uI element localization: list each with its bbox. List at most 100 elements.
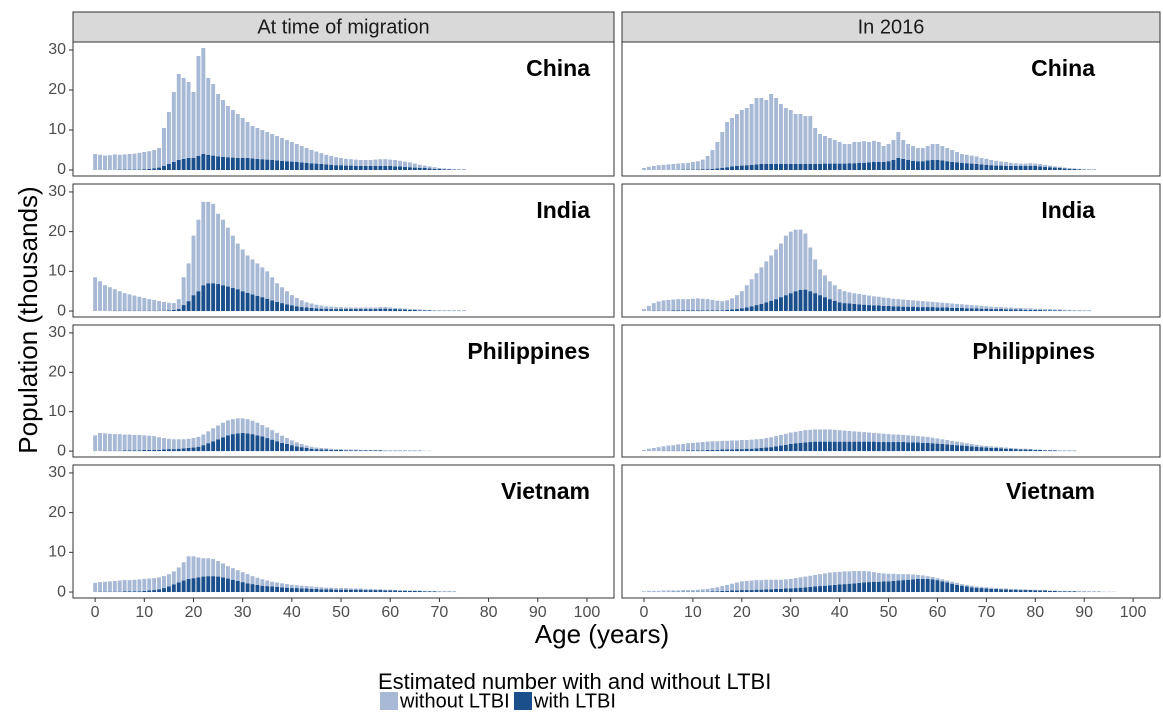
bar	[661, 590, 666, 593]
bar	[906, 574, 911, 580]
bar	[852, 431, 857, 442]
bar	[225, 578, 230, 593]
bar	[881, 146, 886, 162]
bar	[93, 277, 98, 312]
bar	[417, 168, 422, 170]
bar	[250, 259, 255, 295]
bar	[871, 296, 876, 306]
bar	[265, 271, 270, 299]
bar	[989, 309, 994, 312]
bar	[280, 435, 284, 443]
bar	[891, 160, 896, 170]
bar	[235, 114, 240, 158]
bar	[270, 160, 275, 170]
bar	[739, 110, 744, 166]
bar	[289, 588, 294, 593]
bar	[216, 439, 221, 452]
bar	[1062, 309, 1067, 311]
bar	[191, 447, 196, 452]
bar	[886, 434, 891, 443]
bar	[162, 166, 166, 170]
bar	[803, 289, 808, 312]
bar	[358, 450, 363, 452]
bar	[235, 418, 240, 434]
bar	[127, 154, 132, 170]
bar	[964, 154, 969, 164]
bar	[661, 300, 666, 311]
bar	[216, 425, 221, 440]
bar	[964, 443, 969, 446]
bar	[147, 299, 152, 311]
bar	[842, 303, 847, 312]
bar	[1018, 309, 1023, 312]
bar	[334, 309, 339, 312]
bar	[788, 231, 793, 294]
bar	[827, 163, 832, 170]
bar	[1013, 307, 1018, 310]
bar	[181, 439, 186, 449]
bar	[705, 299, 710, 311]
bar	[186, 438, 191, 448]
bar	[769, 255, 774, 301]
bar	[363, 450, 368, 452]
bar	[783, 108, 788, 164]
bar	[358, 589, 363, 593]
y-tick-label: 10	[48, 263, 66, 280]
bar	[1052, 450, 1057, 452]
bar	[764, 438, 769, 448]
bar	[793, 164, 798, 170]
bar	[969, 587, 974, 593]
bar	[749, 590, 754, 593]
bar	[93, 154, 98, 170]
bar	[225, 106, 230, 158]
bar	[142, 152, 147, 170]
bar	[299, 162, 304, 170]
bar	[1057, 166, 1062, 168]
bar	[152, 168, 157, 170]
bar	[754, 448, 759, 452]
bar	[221, 285, 225, 312]
bar	[383, 308, 388, 312]
bar	[710, 591, 715, 593]
bar	[774, 436, 779, 447]
bar	[230, 288, 235, 312]
bar	[181, 448, 186, 452]
bar	[842, 584, 847, 593]
bar	[353, 307, 358, 310]
bar	[842, 144, 847, 164]
bar	[783, 444, 788, 452]
panel-border	[621, 41, 1161, 177]
bar	[999, 448, 1004, 452]
bar	[681, 443, 686, 451]
bar	[940, 307, 945, 312]
bar	[122, 293, 127, 311]
bar	[294, 588, 299, 593]
bar	[901, 140, 906, 159]
bar	[309, 163, 314, 170]
bar	[427, 591, 432, 593]
bar	[700, 442, 705, 451]
bar	[117, 580, 122, 592]
bar	[935, 438, 940, 444]
bar	[788, 588, 793, 593]
bar	[122, 450, 127, 452]
bar	[798, 442, 803, 452]
bar	[915, 307, 920, 312]
bar	[959, 304, 964, 308]
bar	[230, 110, 235, 158]
bar	[793, 443, 798, 452]
bar	[225, 566, 230, 579]
bar	[137, 434, 142, 451]
bar	[862, 441, 867, 452]
bar	[196, 557, 201, 578]
bar	[778, 297, 783, 312]
bar	[720, 590, 725, 593]
y-tick-label: 30	[48, 324, 66, 341]
bar	[901, 434, 906, 443]
bar	[969, 443, 974, 447]
bar	[309, 448, 314, 452]
bar	[871, 162, 876, 170]
bar	[324, 589, 329, 593]
bar	[832, 584, 837, 593]
bar	[127, 294, 132, 311]
